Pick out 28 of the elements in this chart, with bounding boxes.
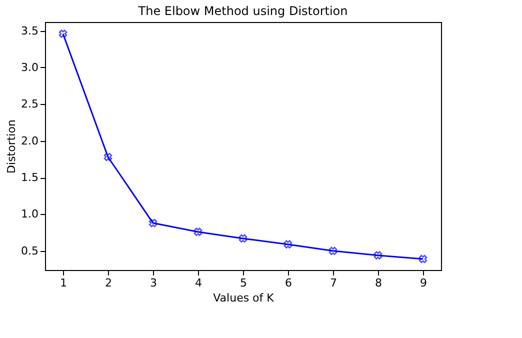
point [104, 152, 112, 162]
y-tick-label: 2.0 [21, 134, 38, 148]
y-tick-label: 0.5 [21, 244, 38, 258]
x-tick-label: 9 [420, 276, 427, 290]
x-tick-label: 6 [285, 276, 292, 290]
y-axis-title: Distortion [5, 120, 18, 174]
x-tick-label: 8 [375, 276, 382, 290]
y-tick-label: 3.0 [21, 60, 38, 74]
y-tick-label: 3.5 [21, 24, 38, 38]
point [418, 254, 428, 264]
x-tick-label: 3 [150, 276, 157, 290]
point [148, 218, 158, 228]
point [374, 251, 382, 260]
x-axis-title: Values of K [213, 292, 275, 304]
x-tick-label: 5 [240, 276, 247, 290]
chart-title: The Elbow Method using Distortion [137, 4, 348, 18]
x-tick-label: 2 [105, 276, 112, 290]
point [238, 234, 248, 243]
y-tick-label: 2.5 [21, 98, 38, 111]
x-tick-label: 1 [60, 276, 67, 290]
y-tick-label: 1.5 [21, 171, 38, 184]
y-tick-label: 1.0 [21, 208, 38, 221]
x-tick-label: 7 [330, 276, 337, 290]
point [58, 30, 68, 38]
point [194, 228, 202, 236]
point [328, 246, 338, 256]
x-tick-label: 4 [195, 276, 202, 290]
point [284, 240, 292, 248]
